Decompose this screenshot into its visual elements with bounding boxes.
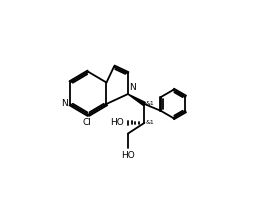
Polygon shape — [128, 94, 145, 106]
Text: &1: &1 — [146, 101, 154, 106]
Text: N: N — [62, 100, 68, 108]
Text: Cl: Cl — [82, 118, 91, 127]
Text: HO: HO — [110, 118, 124, 127]
Text: HO: HO — [121, 151, 135, 160]
Text: N: N — [129, 83, 136, 92]
Text: &1: &1 — [146, 120, 154, 125]
